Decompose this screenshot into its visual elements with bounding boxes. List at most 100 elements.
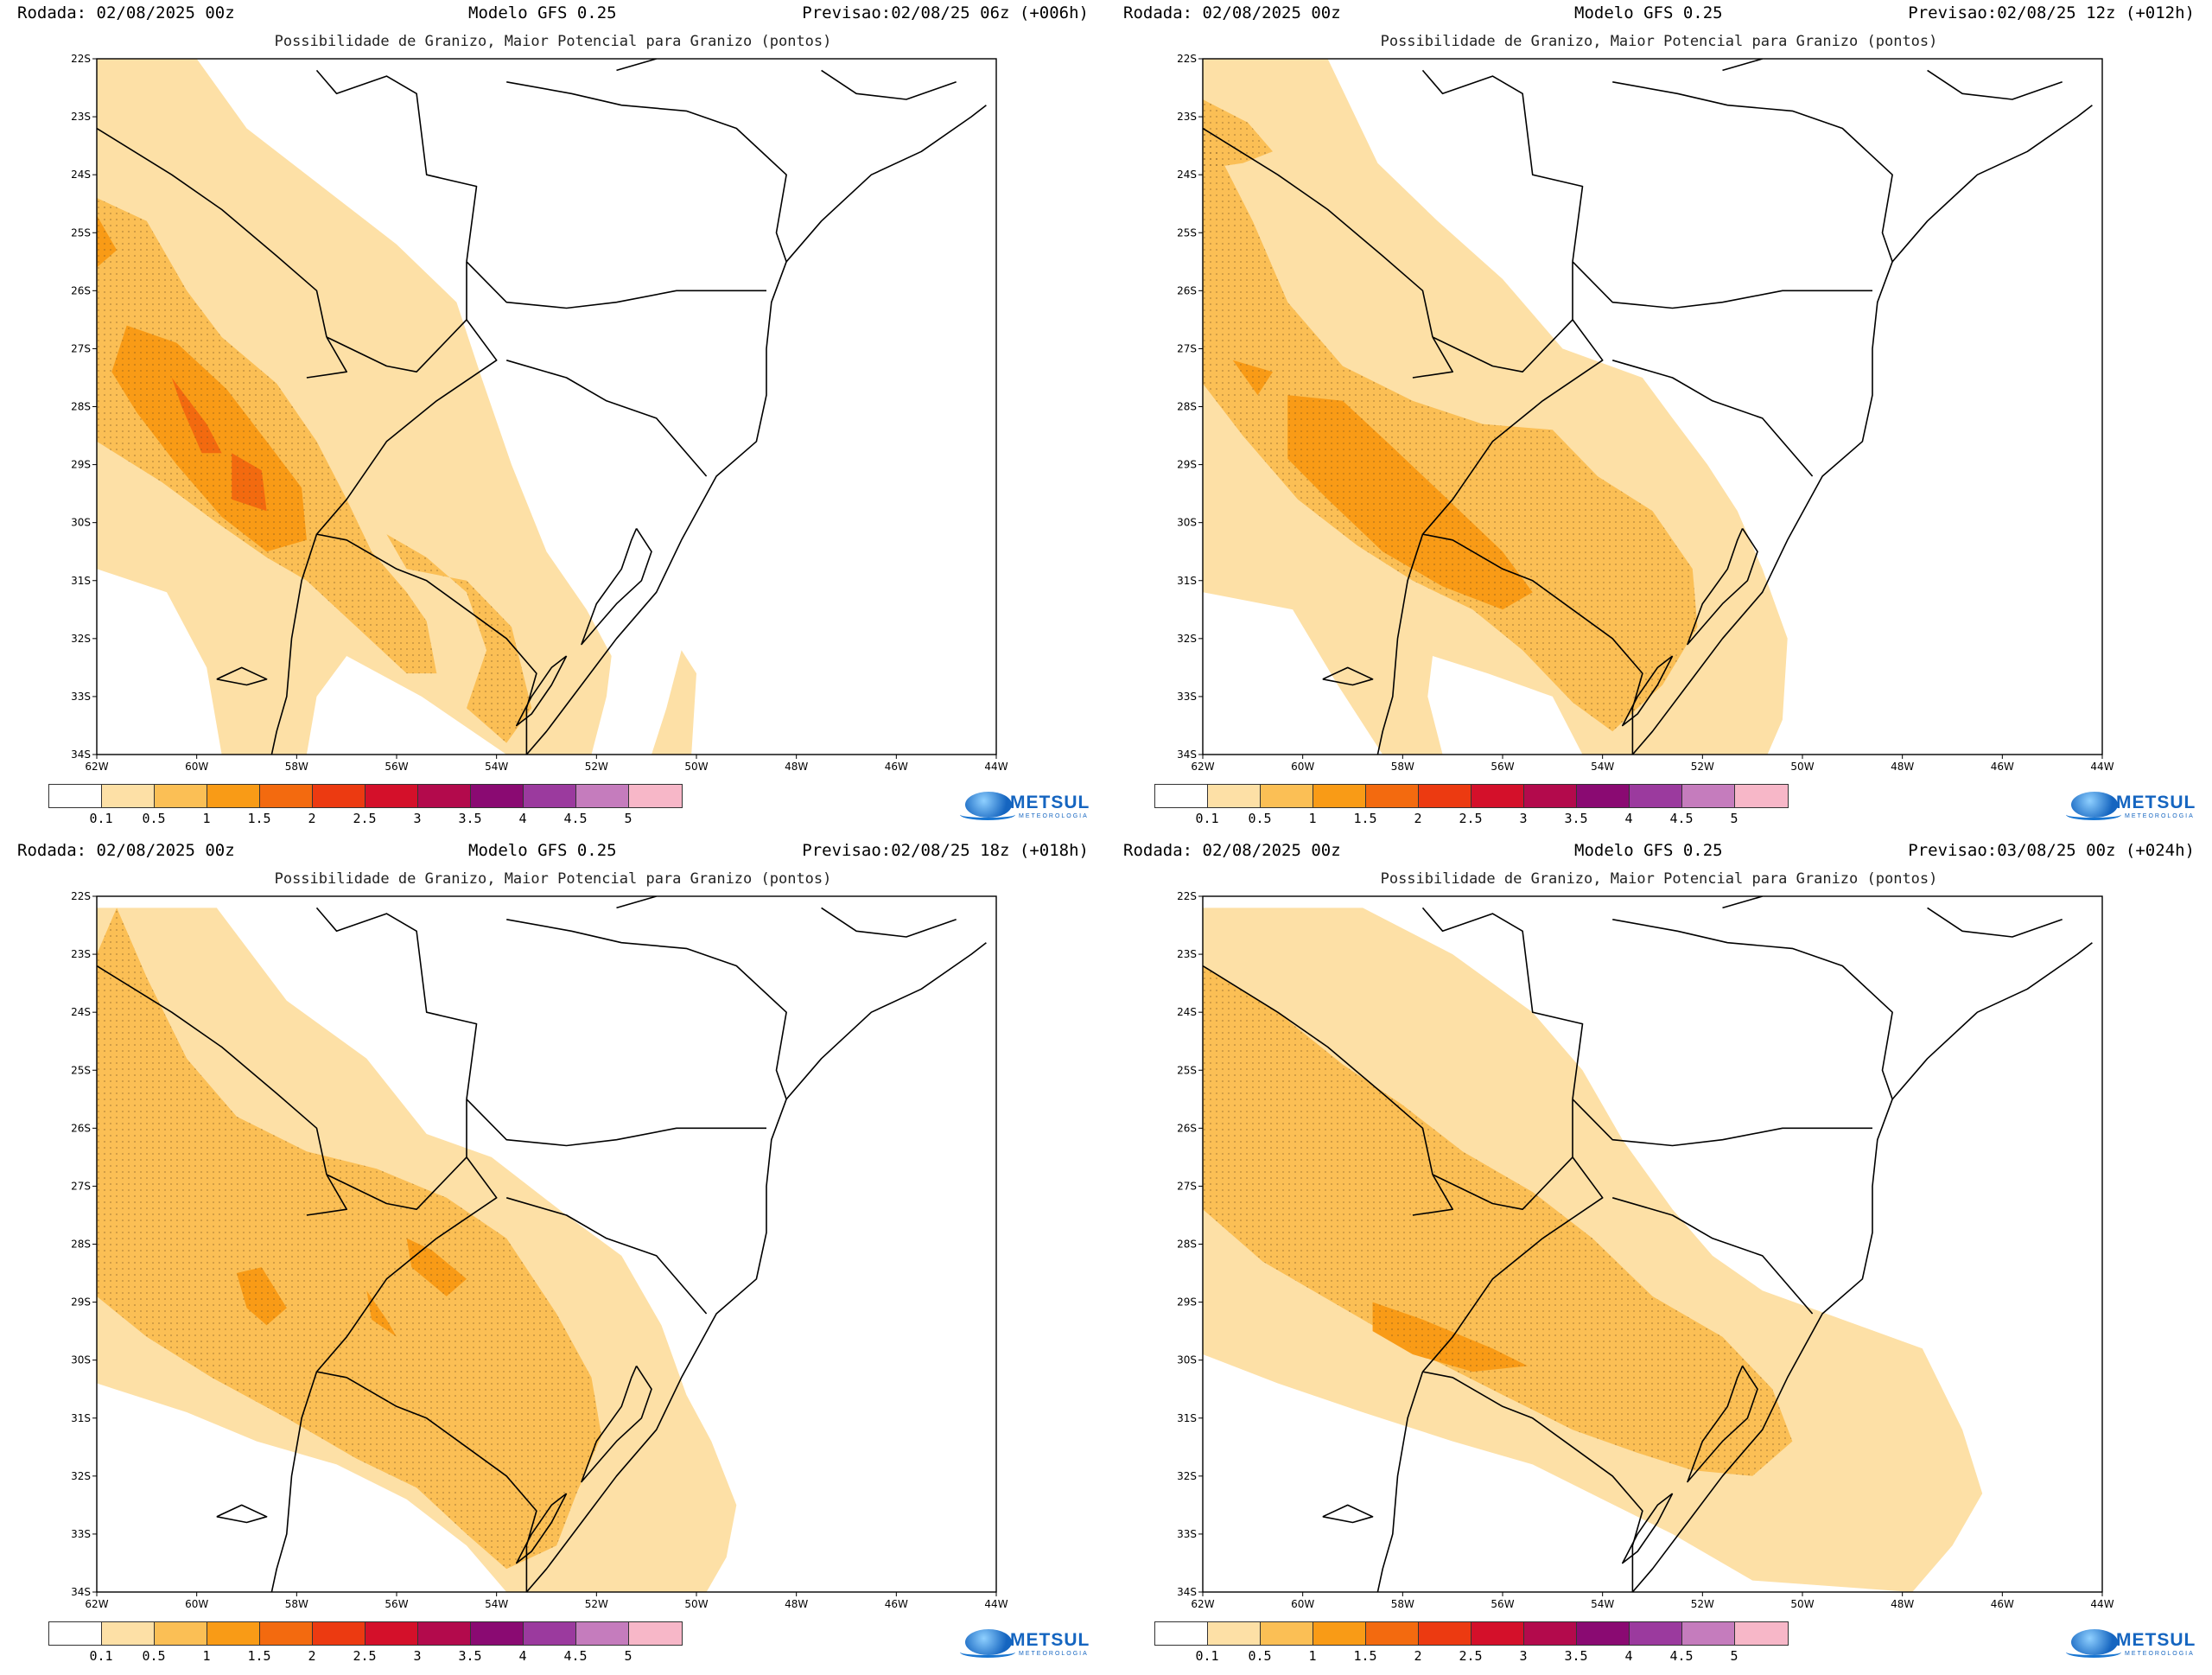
lon-tick-label: 46W [885, 761, 908, 773]
lon-tick-label: 46W [1991, 761, 2014, 773]
lon-tick-label: 44W [984, 761, 1007, 773]
colorbar-label: 1 [202, 811, 211, 826]
lat-tick-label: 23S [1177, 948, 1197, 960]
colorbar-swatch [1577, 1622, 1630, 1645]
model-label: Modelo GFS 0.25 [1574, 3, 1723, 22]
hail-dots [1203, 122, 1698, 732]
colorbar-swatch [207, 785, 260, 807]
colorbar-label: 3.5 [1564, 811, 1588, 826]
border-line [1203, 965, 1433, 1175]
lat-tick-label: 25S [71, 226, 91, 239]
border-line [1422, 1371, 1643, 1592]
lat-tick-label: 30S [1177, 517, 1197, 529]
lon-tick-label: 62W [85, 761, 108, 773]
colorbar-swatch [1313, 1622, 1366, 1645]
border-line [581, 527, 652, 646]
lat-tick-label: 27S [71, 1180, 91, 1192]
border-line [1421, 319, 1604, 535]
logo-text: METSUL [1010, 1630, 1090, 1650]
colorbar-label: 3.5 [1564, 1648, 1588, 1664]
lon-tick-label: 46W [885, 1598, 908, 1610]
lon-tick-label: 44W [984, 1598, 1007, 1610]
colorbar-swatch [1471, 1622, 1524, 1645]
colorbar [48, 784, 683, 808]
hail-dots [1203, 99, 1273, 169]
lon-tick-label: 62W [1191, 1598, 1214, 1610]
colorbar-label: 4.5 [563, 1648, 588, 1664]
lon-tick-label: 50W [684, 761, 708, 773]
lat-tick-label: 32S [1177, 1470, 1197, 1482]
colorbar-label: 4.5 [1669, 1648, 1694, 1664]
border-line [821, 907, 957, 938]
colorbar-swatch [155, 785, 207, 807]
border-line [1421, 69, 1584, 262]
hail-fields [97, 896, 987, 1592]
hail-fields [1203, 59, 2093, 755]
border-line [315, 1156, 498, 1372]
lat-tick-label: 25S [1177, 226, 1197, 239]
border-line [216, 666, 268, 686]
lat-tick-label: 31S [1177, 1412, 1197, 1424]
colorbar-swatch [365, 785, 418, 807]
colorbar-swatch [1261, 1622, 1313, 1645]
lon-tick-label: 56W [385, 1598, 408, 1610]
lon-tick-label: 52W [1691, 1598, 1714, 1610]
border-line [97, 127, 327, 338]
forecast-label: Previsao:02/08/25 12z (+012h) [1908, 3, 2195, 22]
colorbar-swatch [1630, 785, 1682, 807]
lon-tick-label: 60W [1291, 1598, 1314, 1610]
lon-tick-label: 54W [485, 1598, 508, 1610]
metsul-logo: METSUL METEOROLOGIA [960, 1627, 1095, 1664]
border-line [216, 1504, 268, 1524]
lat-tick-label: 34S [1177, 1586, 1197, 1598]
colorbar-swatch [418, 785, 471, 807]
colorbar-label: 0.1 [1195, 811, 1219, 826]
border-line [515, 1493, 568, 1564]
lat-tick-label: 25S [71, 1064, 91, 1076]
lat-tick-label: 33S [1177, 1528, 1197, 1540]
model-label: Modelo GFS 0.25 [1574, 841, 1723, 860]
map-006h: 22S23S24S25S26S27S28S29S30S31S32S33S34S6… [71, 53, 1008, 773]
lat-tick-label: 30S [1177, 1354, 1197, 1366]
border-line [1412, 1174, 1454, 1216]
border-line [316, 533, 537, 755]
colorbar-swatch [49, 1622, 102, 1645]
lat-tick-label: 32S [1177, 633, 1197, 645]
colorbar-label: 3 [1519, 1648, 1528, 1664]
colorbar-label: 1.5 [247, 811, 271, 826]
colorbar-swatch [313, 1622, 365, 1645]
border-line [1422, 533, 1643, 755]
lon-tick-label: 48W [785, 1598, 808, 1610]
border-line [306, 336, 348, 379]
lat-tick-label: 23S [71, 111, 91, 123]
hail-dots [1203, 965, 1793, 1476]
colorbar-label: 1.5 [247, 1648, 271, 1664]
lat-tick-label: 24S [71, 1006, 91, 1018]
swoosh-icon [960, 1646, 1015, 1658]
hail-area-light [97, 59, 612, 755]
lat-tick-label: 29S [71, 459, 91, 471]
lat-tick-label: 24S [1177, 169, 1197, 181]
colorbar-label: 2 [308, 811, 316, 826]
colorbar [1154, 1621, 1789, 1646]
hail-fields [97, 59, 987, 755]
hail-dots [97, 198, 437, 674]
border-line [315, 69, 478, 262]
colorbar-label: 2.5 [353, 811, 377, 826]
map-subtitle: Possibilidade de Granizo, Maior Potencia… [1380, 870, 1938, 888]
colorbar-label: 3 [413, 1648, 422, 1664]
lat-tick-label: 30S [71, 517, 91, 529]
colorbar-swatch [576, 785, 629, 807]
lon-tick-label: 52W [585, 1598, 608, 1610]
colorbar-swatch [1735, 1622, 1788, 1645]
lon-tick-label: 58W [285, 1598, 308, 1610]
lat-tick-label: 28S [71, 401, 91, 413]
colorbar-label: 2 [308, 1648, 316, 1664]
border-line [505, 1197, 708, 1315]
colorbar-swatch [207, 1622, 260, 1645]
lon-tick-label: 60W [185, 761, 208, 773]
colorbar-swatch [1524, 1622, 1577, 1645]
logo-text: METSUL [2116, 793, 2196, 812]
lat-tick-label: 22S [1177, 53, 1197, 65]
lat-tick-label: 33S [71, 691, 91, 703]
